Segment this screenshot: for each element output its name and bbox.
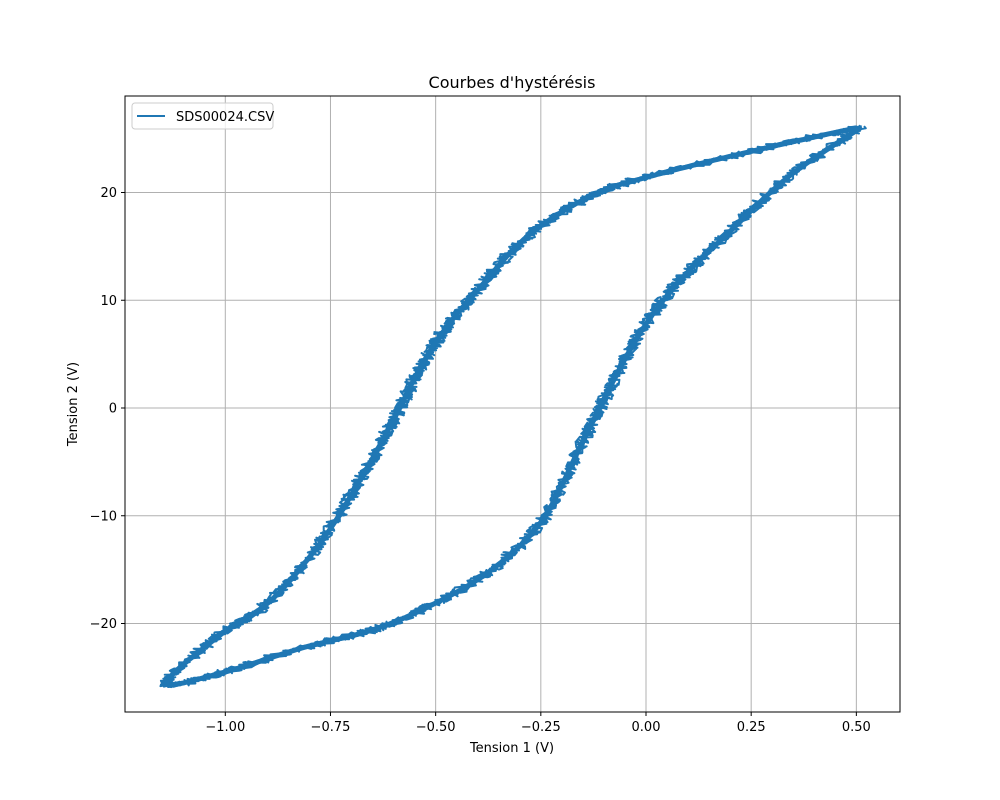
x-tick-label: 0.25 (737, 720, 766, 735)
y-tick-label: 20 (100, 186, 117, 201)
y-tick-label: 10 (100, 294, 117, 309)
y-tick-label: −20 (90, 617, 117, 632)
legend-box (131, 102, 274, 130)
legend-entry-label: SDS00024.CSV (176, 110, 274, 125)
chart-title: Courbes d'hystérésis (429, 73, 596, 92)
x-axis-ticks: −1.00 −0.75 −0.50 −0.25 0.00 0.25 0.50 (205, 712, 871, 735)
x-tick-label: −1.00 (205, 720, 245, 735)
y-axis-label: Tension 2 (V) (66, 362, 81, 447)
x-tick-label: −0.25 (521, 720, 561, 735)
y-tick-label: 0 (109, 402, 117, 417)
x-tick-label: −0.50 (416, 720, 456, 735)
x-tick-label: 0.50 (842, 720, 871, 735)
x-tick-label: 0.00 (632, 720, 661, 735)
series-sds00024 (159, 124, 867, 689)
x-tick-label: −0.75 (311, 720, 351, 735)
x-axis-label: Tension 1 (V) (469, 741, 554, 756)
series-line-core (163, 125, 863, 688)
y-tick-label: −10 (90, 509, 117, 524)
x-gridlines (224, 96, 857, 712)
plot-frame (124, 95, 901, 713)
y-axis-ticks: −20 −10 0 10 20 (90, 186, 125, 632)
legend: SDS00024.CSV (131, 102, 274, 130)
